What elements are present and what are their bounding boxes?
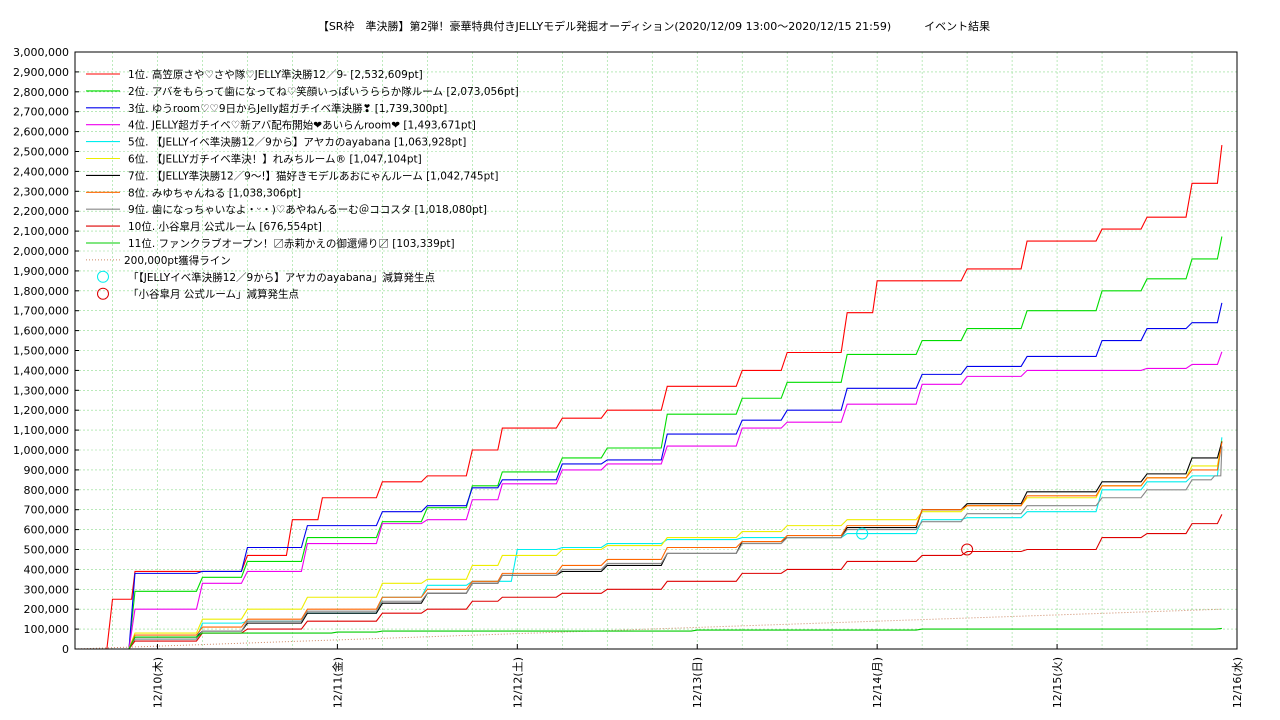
legend-label-reference: 200,000pt獲得ライン — [124, 254, 231, 267]
legend-label-3: 3位. ゆうroom♡♡9日からJelly超ガチイベ準決勝❣ [1,739,30… — [128, 102, 447, 115]
y-tick-label: 2,200,000 — [13, 205, 69, 218]
y-tick-label: 0 — [62, 643, 69, 656]
legend-marker-1 — [97, 270, 109, 283]
y-tick-label: 1,400,000 — [13, 364, 69, 377]
deduction-markers — [856, 527, 974, 556]
y-tick-label: 1,800,000 — [13, 285, 69, 298]
y-tick-label: 2,000,000 — [13, 245, 69, 258]
y-tick-label: 600,000 — [24, 524, 70, 537]
legend-label-marker-1: 「【JELLYイベ準決勝12／9から】アヤカのayabana」減算発生点 — [128, 271, 435, 284]
series-line-10 — [75, 514, 1223, 650]
legend-label-9: 9位. 歯になっちゃいなよ・ᵕ・)♡あやねんるーむ＠ココスタ [1,018,08… — [128, 203, 487, 216]
x-axis: 12/10(木) 12/11(金) 12/12(土) 12/13(日) 12/14(月)… — [151, 644, 1244, 708]
y-tick-label: 2,500,000 — [13, 146, 69, 159]
series-line-4 — [75, 351, 1223, 650]
y-tick-label: 1,200,000 — [13, 404, 69, 417]
series-lines — [75, 144, 1223, 650]
x-tick-label: 12/16(水) — [1231, 657, 1244, 708]
chart-title: 【SR枠 準決勝】第2弾！豪華特典付きJELLYモデル発掘オーディション(202… — [318, 19, 990, 33]
y-tick-label: 2,700,000 — [13, 106, 69, 119]
y-tick-label: 700,000 — [24, 504, 70, 517]
series-line-3 — [75, 302, 1223, 650]
series-line-8 — [75, 442, 1223, 650]
series-line-2 — [75, 236, 1223, 650]
deduction-marker-1 — [856, 527, 869, 540]
y-tick-label: 100,000 — [24, 623, 70, 636]
y-tick-label: 1,100,000 — [13, 424, 69, 437]
x-tick-label: 12/12(土) — [511, 657, 524, 708]
y-tick-label: 1,500,000 — [13, 345, 69, 358]
y-tick-label: 1,000,000 — [13, 444, 69, 457]
legend-label-2: 2位. アバをもらって歯になってね♡笑顔いっぱいうららか隊ルーム [2,073,… — [128, 85, 519, 98]
legend-marker-2 — [97, 287, 109, 300]
legend-label-10: 10位. 小谷皐月 公式ルーム [676,554pt] — [128, 220, 322, 233]
series-line-5 — [75, 437, 1223, 650]
legend-label-6: 6位. 【JELLYガチイベ準決！】れみちルーム® [1,047,104pt] — [128, 153, 422, 166]
legend-label-marker-2: 「小谷皐月 公式ルーム」減算発生点 — [128, 288, 299, 301]
series-line-9 — [75, 446, 1223, 650]
series-line-6 — [75, 440, 1223, 650]
y-tick-label: 1,900,000 — [13, 265, 69, 278]
legend: 1位. 高笠原さや♡さや隊♡JELLY準決勝12／9- [2,532,609pt… — [86, 68, 519, 301]
y-tick-label: 1,600,000 — [13, 325, 69, 338]
y-tick-label: 800,000 — [24, 484, 70, 497]
y-tick-label: 2,600,000 — [13, 126, 69, 139]
series-line-1 — [75, 144, 1223, 650]
x-tick-label: 12/13(日) — [691, 657, 704, 708]
y-tick-label: 2,900,000 — [13, 66, 69, 79]
reference-line — [74, 608, 1222, 650]
y-tick-label: 1,700,000 — [13, 305, 69, 318]
y-tick-label: 2,400,000 — [13, 165, 69, 178]
y-axis: 0 100,000 200,000 300,000 400,000 500,000 600,… — [13, 46, 79, 656]
y-tick-label: 900,000 — [24, 464, 70, 477]
y-tick-label: 400,000 — [24, 563, 70, 576]
legend-label-1: 1位. 高笠原さや♡さや隊♡JELLY準決勝12／9- [2,532,609pt… — [128, 68, 423, 81]
series-line-7 — [75, 441, 1223, 650]
legend-label-4: 4位. JELLY超ガチイベ♡新アバ配布開始❤あいらんroom❤ [1,493,… — [128, 119, 476, 132]
y-tick-label: 2,300,000 — [13, 185, 69, 198]
x-tick-label: 12/14(月) — [871, 657, 884, 708]
legend-label-11: 11位. ファンクラブオープン！〼赤莉かえの御還帰り〼 [103,339pt] — [128, 237, 455, 250]
x-tick-label: 12/15(火) — [1051, 657, 1064, 708]
y-tick-label: 1,300,000 — [13, 384, 69, 397]
y-tick-label: 3,000,000 — [13, 46, 69, 59]
y-tick-label: 200,000 — [24, 603, 70, 616]
deduction-marker-2 — [961, 543, 974, 556]
legend-label-8: 8位. みゆちゃんねる [1,038,306pt] — [128, 186, 301, 199]
x-tick-label: 12/11(金) — [330, 657, 344, 708]
y-tick-label: 500,000 — [24, 544, 70, 557]
x-tick-label: 12/10(木) — [151, 657, 164, 708]
y-tick-label: 2,100,000 — [13, 225, 69, 238]
y-tick-label: 2,800,000 — [13, 86, 69, 99]
legend-label-5: 5位. 【JELLYイベ準決勝12／9から】アヤカのayabana [1,063… — [128, 136, 466, 149]
y-tick-label: 300,000 — [24, 583, 70, 596]
series-line-11 — [75, 627, 1222, 650]
reference-line-group — [74, 608, 1222, 650]
legend-label-7: 7位. 【JELLY準決勝12／9〜!】猫好きモデルあおにゃんルーム [1,04… — [128, 169, 499, 182]
